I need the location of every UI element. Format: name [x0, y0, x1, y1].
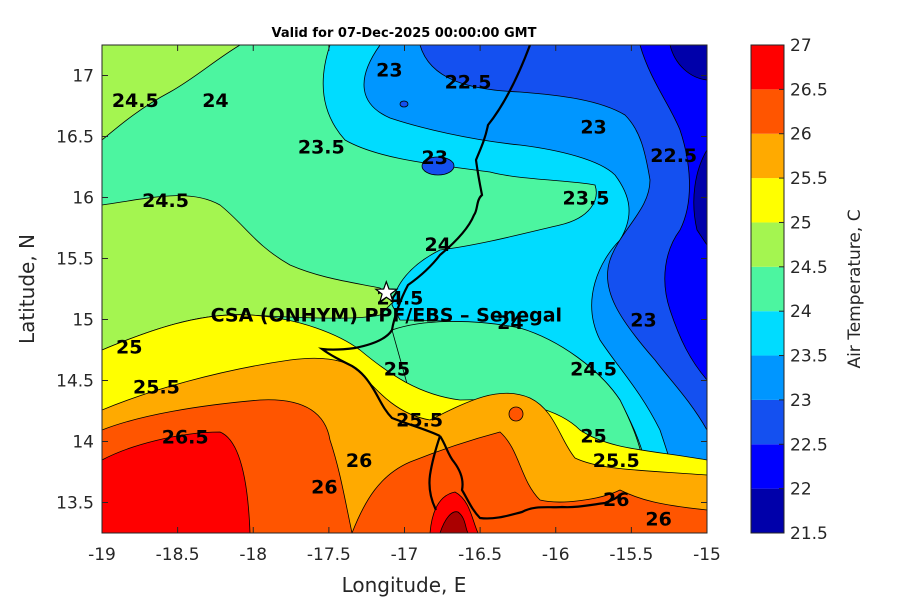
band-22-5-pocket: [421, 156, 455, 176]
contour-label: 25.5: [133, 377, 180, 399]
x-axis-label: Longitude, E: [342, 573, 467, 597]
colorbar-tick-label: 22.5: [790, 435, 828, 455]
band-26-5: [102, 431, 251, 533]
contour-label: 24.5: [112, 90, 159, 112]
contour-labels: 24.5 24 23 22.5 23.5 23 23 22.5 24.5 23.5 24 24.5 24…: [112, 59, 697, 530]
contour-label: 24: [202, 90, 228, 112]
colorbar-swatch: [751, 311, 784, 356]
contour-label: 24.5: [142, 190, 189, 212]
y-tick-label: 15.5: [56, 250, 94, 270]
x-tick-label: -16: [542, 545, 570, 565]
station-star-icon: [374, 279, 399, 304]
border-line-southwest: [428, 435, 442, 511]
y-tick-label: 14.5: [56, 372, 94, 392]
contour-label: 24: [425, 234, 451, 256]
x-tick-label: -15: [693, 545, 721, 565]
band-22: [639, 45, 707, 381]
contour-label: 26: [645, 508, 671, 530]
colorbar-tick-label: 27: [790, 36, 812, 56]
station-marker: CSA (ONHYM) PPF/EBS – Senegal: [211, 279, 562, 327]
colorbar-swatch: [751, 133, 784, 179]
colorbar-tick-label: 22: [790, 480, 812, 500]
y-tick-label: 16.5: [56, 128, 94, 148]
x-axis: -19 -18.5 -18 -17.5 -17 -16.5 -16 -15.5 -15: [88, 45, 721, 565]
contour-label: 23: [580, 117, 606, 139]
contour-label: 23.5: [298, 136, 345, 158]
contour-label: 22.5: [445, 72, 492, 94]
contour-label: 25.5: [593, 450, 640, 472]
colorbar-tick-label: 23: [790, 391, 812, 411]
x-tick-label: -18: [239, 545, 267, 565]
colorbar-swatch: [751, 399, 784, 445]
y-tick-label: 13.5: [56, 494, 94, 514]
contour-label: 26: [311, 477, 337, 499]
border-line-south: [439, 435, 621, 520]
colorbar-tick-label: 24: [790, 302, 812, 322]
band-22-5-dot: [399, 100, 409, 108]
x-tick-label: -17: [391, 545, 419, 565]
x-tick-label: -19: [88, 545, 116, 565]
colorbar-swatch: [751, 355, 784, 400]
contour-label: 23: [630, 310, 656, 332]
y-axis: 13.5 14 14.5 15 15.5 16 16.5 17: [56, 67, 707, 514]
colorbar-swatch: [751, 222, 784, 267]
colorbar-swatch: [751, 266, 784, 312]
colorbar-tick-label: 23.5: [790, 347, 828, 367]
contour-label: 25: [116, 336, 142, 358]
colorbar-frame: [750, 44, 785, 534]
colorbar-tick-label: 25.5: [790, 169, 828, 189]
y-tick-label: 17: [72, 67, 94, 87]
contour-label: 25: [580, 425, 606, 447]
colorbar-tick-label: 24.5: [790, 258, 828, 278]
x-tick-label: -16.5: [458, 545, 502, 565]
band-27-south: [439, 511, 469, 533]
y-axis-label: Latitude, N: [15, 234, 39, 344]
contour-label: 22.5: [650, 145, 697, 167]
chart-title: Valid for 07-Dec-2025 00:00:00 GMT: [272, 26, 537, 41]
contour-label: 26.5: [162, 427, 209, 449]
contour-label: 25: [384, 358, 410, 380]
border-line-north: [318, 45, 532, 437]
colorbar-tick-label: 21.5: [790, 524, 828, 544]
station-label: CSA (ONHYM) PPF/EBS – Senegal: [211, 305, 562, 327]
x-tick-label: -15.5: [609, 545, 653, 565]
colorbar-swatch: [751, 178, 784, 223]
colorbar-swatch: [751, 444, 784, 489]
contour-label: 23: [376, 59, 402, 81]
y-tick-label: 16: [72, 189, 94, 209]
colorbar: 21.5 22 22.5 23 23.5 24 24.5 25 25.5 26 26.5 27: [750, 36, 828, 544]
temperature-contour-map: [102, 45, 707, 533]
band-21-5-east: [693, 149, 707, 246]
contour-label: 24.5: [570, 358, 617, 380]
y-tick-label: 14: [72, 433, 94, 453]
colorbar-swatch: [751, 89, 784, 134]
x-tick-label: -17.5: [307, 545, 351, 565]
colorbar-swatch: [751, 45, 784, 90]
band-24-5-northwest: [102, 45, 241, 141]
contour-label: 26: [603, 489, 629, 511]
contour-label: 26: [346, 450, 372, 472]
y-tick-label: 15: [72, 311, 94, 331]
band-23: [363, 45, 707, 533]
colorbar-tick-label: 25: [790, 213, 812, 233]
contour-label: 23: [422, 147, 448, 169]
band-26-blob: [508, 406, 524, 422]
colorbar-label: Air Temperature, C: [845, 209, 865, 368]
colorbar-tick-label: 26.5: [790, 80, 828, 100]
contour-label: 24: [497, 312, 523, 334]
colorbar-swatch: [751, 488, 784, 533]
contour-label: 25.5: [396, 410, 443, 432]
band-21-5: [669, 45, 707, 81]
colorbar-tick-label: 26: [790, 125, 812, 145]
x-tick-label: -18.5: [156, 545, 200, 565]
contour-label: 23.5: [563, 188, 610, 210]
